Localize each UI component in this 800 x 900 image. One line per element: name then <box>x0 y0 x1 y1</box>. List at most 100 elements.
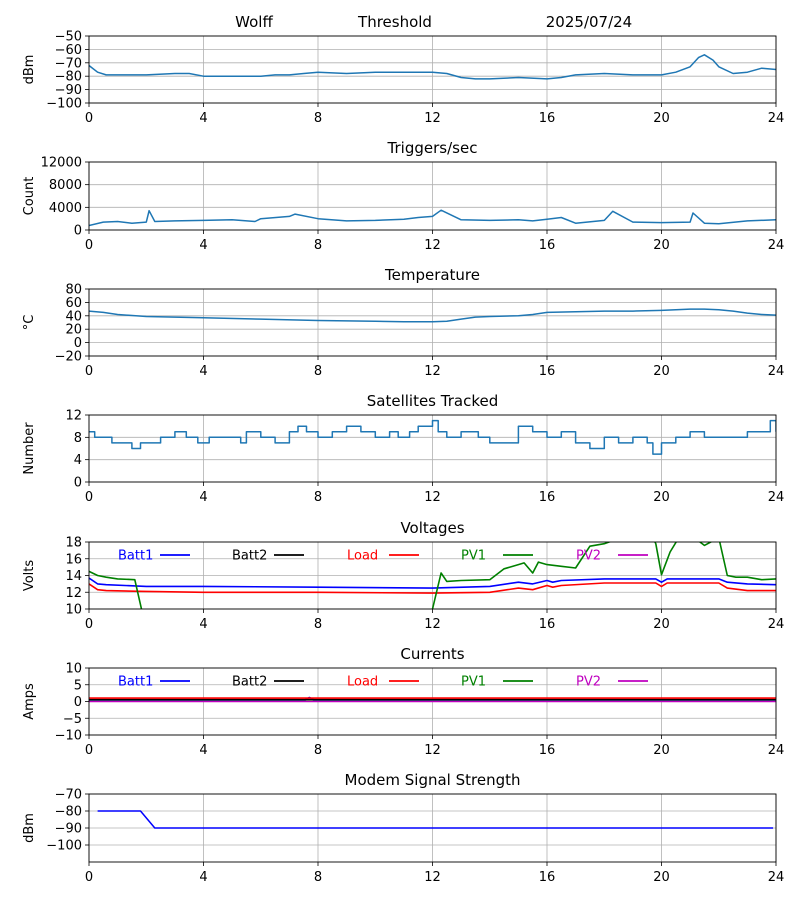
y-tick-label: 12 <box>65 409 82 424</box>
series-line <box>89 308 776 323</box>
y-tick-label: −5 <box>63 712 82 727</box>
y-axis-label: Count <box>22 177 37 216</box>
series-group <box>89 696 776 703</box>
x-tick-label: 8 <box>314 238 322 253</box>
y-tick-label: −50 <box>55 30 82 45</box>
y-tick-label: 18 <box>65 536 82 551</box>
x-tick-label: 20 <box>653 743 670 758</box>
x-tick-label: 4 <box>199 870 207 885</box>
legend-label-batt2: Batt2 <box>232 549 267 564</box>
x-tick-label: 0 <box>85 238 93 253</box>
x-tick-label: 24 <box>768 364 785 379</box>
x-tick-label: 16 <box>539 490 556 505</box>
chart-panel-currents: 0 4 8 12 16 20 24 −10 −5 0 510 Currents Amps Batt1 Bat… <box>22 645 784 758</box>
chart-title: Triggers/sec <box>387 139 478 157</box>
chart-panel-triggers: 0 4 8 12 16 20 24 0 4000 8000 12000 Triggers/sec Cou… <box>22 139 784 253</box>
y-tick-label: −100 <box>46 839 82 854</box>
y-tick-label: 12 <box>65 586 82 601</box>
x-tick-label: 8 <box>314 364 322 379</box>
x-tick-label: 0 <box>85 617 93 632</box>
legend-label-pv1: PV1 <box>461 675 486 690</box>
x-tick-label: 8 <box>314 111 322 126</box>
x-tick-label: 24 <box>768 743 785 758</box>
series-line-pv1 <box>89 542 776 609</box>
x-tick-label: 4 <box>199 743 207 758</box>
x-tick-label: 0 <box>85 364 93 379</box>
x-tick-label: 20 <box>653 870 670 885</box>
x-tick-label: 20 <box>653 490 670 505</box>
series-line-batt1 <box>89 577 776 589</box>
y-axis-label: Number <box>22 422 37 475</box>
y-tick-label: 0 <box>74 695 82 710</box>
x-tick-label: 24 <box>768 111 785 126</box>
y-tick-label: 8000 <box>49 178 82 193</box>
x-tick-label: 12 <box>424 364 441 379</box>
header-mode: Threshold <box>357 13 432 31</box>
y-tick-label: 16 <box>65 552 82 567</box>
y-tick-label: −90 <box>55 822 82 837</box>
x-tick-label: 16 <box>539 111 556 126</box>
x-tick-label: 24 <box>768 617 785 632</box>
x-tick-label: 4 <box>199 490 207 505</box>
x-tick-label: 12 <box>424 111 441 126</box>
y-tick-label: −80 <box>55 805 82 820</box>
legend-label-pv1: PV1 <box>461 549 486 564</box>
x-tick-label: 4 <box>199 111 207 126</box>
x-tick-label: 12 <box>424 490 441 505</box>
chart-panel-modem: 0 4 8 12 16 20 24 −100 −90 −80 −70 Modem Signal Str… <box>22 771 784 885</box>
chart-title: Currents <box>400 645 464 663</box>
x-tick-label: 8 <box>314 743 322 758</box>
y-tick-label: −90 <box>55 83 82 98</box>
y-tick-label: 14 <box>65 569 82 584</box>
legend-label-batt1: Batt1 <box>118 549 153 564</box>
x-tick-label: 16 <box>539 364 556 379</box>
y-tick-label: 0 <box>74 224 82 239</box>
x-tick-label: 24 <box>768 870 785 885</box>
x-tick-label: 0 <box>85 870 93 885</box>
x-tick-label: 24 <box>768 490 785 505</box>
x-tick-label: 16 <box>539 617 556 632</box>
series-line <box>89 419 776 455</box>
y-tick-label: 0 <box>74 476 82 491</box>
y-tick-label: −60 <box>55 43 82 58</box>
y-tick-label: 8 <box>74 431 82 446</box>
x-tick-label: 20 <box>653 238 670 253</box>
series-line <box>97 810 774 829</box>
y-tick-label: 80 <box>65 283 82 298</box>
chart-title: Voltages <box>400 519 464 537</box>
x-tick-label: 12 <box>424 743 441 758</box>
series-group <box>89 209 776 227</box>
y-tick-label: 60 <box>65 296 82 311</box>
series-group <box>89 419 776 455</box>
y-tick-label: 4000 <box>49 201 82 216</box>
series-line-load <box>89 582 776 594</box>
legend-label-load: Load <box>347 675 378 690</box>
x-tick-label: 12 <box>424 617 441 632</box>
y-tick-label: −70 <box>55 788 82 803</box>
x-tick-label: 16 <box>539 238 556 253</box>
x-tick-label: 4 <box>199 364 207 379</box>
series-line <box>89 54 776 80</box>
x-tick-label: 8 <box>314 490 322 505</box>
x-tick-label: 12 <box>424 238 441 253</box>
x-tick-label: 24 <box>768 238 785 253</box>
y-tick-label: 40 <box>65 309 82 324</box>
x-tick-label: 20 <box>653 111 670 126</box>
legend-label-batt1: Batt1 <box>118 675 153 690</box>
y-tick-label: 0 <box>74 336 82 351</box>
y-axis-label: Volts <box>22 560 37 592</box>
y-axis-label: °C <box>22 315 37 331</box>
x-tick-label: 4 <box>199 238 207 253</box>
y-tick-label: 10 <box>65 662 82 677</box>
y-tick-label: −10 <box>55 729 82 744</box>
x-tick-label: 8 <box>314 617 322 632</box>
x-tick-label: 4 <box>199 617 207 632</box>
x-tick-label: 20 <box>653 364 670 379</box>
legend-label-pv2: PV2 <box>576 549 601 564</box>
y-tick-label: 4 <box>74 453 82 468</box>
y-tick-label: −70 <box>55 56 82 71</box>
x-tick-label: 16 <box>539 870 556 885</box>
series-group <box>89 542 776 609</box>
